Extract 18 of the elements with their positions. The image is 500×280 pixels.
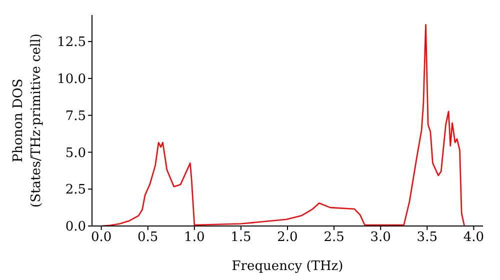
line-series bbox=[100, 24, 466, 226]
x-tick-label: 2.5 bbox=[324, 230, 344, 246]
x-tick-label: 4.0 bbox=[463, 230, 484, 246]
x-axis-title: Frequency (THz) bbox=[232, 259, 344, 274]
x-tick-label: 0.5 bbox=[138, 230, 158, 246]
x-tick-label: 3.5 bbox=[416, 230, 438, 246]
y-tick-label: 5.0 bbox=[65, 146, 86, 161]
x-tick-label: 1.0 bbox=[184, 230, 205, 246]
y-axis-title: Phonon DOS (States/THz·primitive cell) bbox=[11, 33, 44, 208]
x-tick-label: 1.5 bbox=[230, 230, 252, 246]
x-tick-label: 3.0 bbox=[370, 230, 391, 246]
y-tick-label: 7.5 bbox=[65, 108, 86, 124]
y-tick-label: 12.5 bbox=[57, 35, 86, 50]
x-tick-label: 0.0 bbox=[90, 230, 112, 246]
x-tick-label: 2.0 bbox=[277, 230, 298, 246]
y-tick-label: 2.5 bbox=[65, 182, 86, 198]
y-tick-label: 0.0 bbox=[65, 220, 86, 235]
y-tick-label: 10.0 bbox=[57, 72, 86, 88]
